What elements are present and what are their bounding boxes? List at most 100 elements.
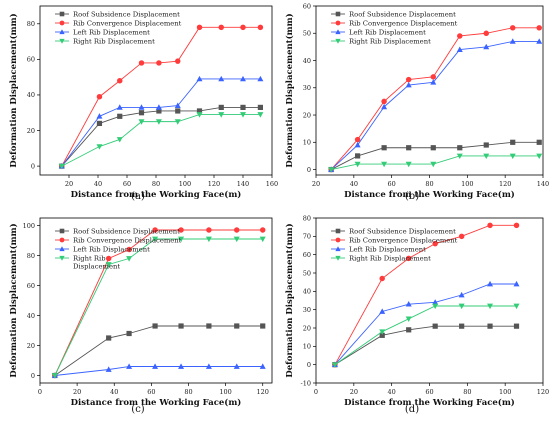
data-point [458, 233, 465, 240]
data-point [509, 38, 516, 44]
data-point [257, 104, 263, 110]
x-tick-label: 40 [110, 388, 118, 396]
data-point [381, 145, 387, 151]
plot-frame [39, 217, 273, 384]
x-tick-label: 80 [463, 388, 471, 396]
legend-marker [59, 29, 65, 35]
data-point [96, 120, 103, 127]
y-tick-label: 40 [27, 91, 35, 99]
panel-label: (b) [405, 191, 419, 202]
x-tick-label: 160 [266, 180, 278, 188]
data-point [405, 76, 412, 83]
series-line-1 [61, 26, 261, 167]
data-point [117, 77, 123, 84]
x-tick-label: 20 [65, 180, 73, 188]
panel-label: (d) [405, 404, 419, 415]
data-point [206, 227, 212, 233]
y-tick-label: 80 [27, 252, 35, 260]
legend-marker [335, 255, 341, 261]
y-tick-label: 10 [303, 139, 311, 147]
x-tick-label: 120 [537, 388, 549, 396]
y-tick-label: 20 [27, 342, 35, 350]
legend-entry: Right Rib Displacement [349, 37, 431, 45]
legend-entry: Left Rib Displacement [349, 28, 426, 36]
data-point [138, 110, 145, 116]
data-point [174, 119, 181, 125]
y-tick-label: 0 [307, 166, 311, 174]
y-tick-label: 40 [303, 57, 311, 65]
data-point [458, 303, 465, 310]
data-point [406, 145, 412, 151]
legend-entry: Left Rib Displacement [73, 28, 150, 36]
data-point [536, 153, 543, 160]
data-point [459, 323, 465, 329]
data-point [105, 255, 112, 262]
data-point [510, 139, 516, 145]
data-point [152, 323, 158, 329]
data-point [218, 75, 225, 82]
data-point [234, 227, 240, 233]
data-point [405, 316, 412, 322]
data-point [257, 112, 264, 118]
data-point [509, 153, 516, 160]
y-tick-label: 50 [303, 269, 311, 277]
legend-entry: Rib Convergence Displacement [73, 236, 182, 244]
data-point [379, 332, 385, 338]
chart-panel-3: 0 20 40 60 80 100 120-1001020304050607080Dista… [284, 214, 549, 415]
data-point [105, 262, 112, 268]
legend-marker [59, 11, 65, 17]
data-point [155, 119, 162, 125]
data-point [58, 163, 65, 170]
series-line-0 [61, 106, 261, 167]
legend-marker [335, 228, 341, 234]
legend-entry: Left Rib Displacement [73, 245, 150, 253]
data-point [354, 141, 361, 148]
data-point [178, 227, 184, 233]
data-point [175, 108, 181, 114]
series-line-0 [54, 325, 263, 376]
data-point [513, 222, 520, 229]
data-point [126, 256, 133, 262]
x-tick-label: 80 [425, 180, 433, 188]
data-point [259, 227, 266, 233]
x-tick-label: 140 [537, 180, 549, 188]
x-tick-label: 40 [350, 180, 358, 188]
data-point [354, 136, 361, 143]
data-point [430, 79, 437, 85]
x-tick-label: 140 [237, 180, 249, 188]
y-tick-label: 100 [23, 222, 35, 230]
y-axis-title: Deformation Displacement(mm) [284, 13, 295, 167]
data-point [458, 291, 465, 298]
data-point [483, 30, 489, 36]
data-point [234, 323, 240, 329]
data-point [240, 112, 246, 118]
data-point [487, 280, 494, 287]
x-axis-title: Distance from the Working Face(m) [71, 397, 242, 408]
legend-marker [335, 38, 341, 44]
y-tick-label: 10 [303, 343, 311, 351]
series-line-2 [61, 78, 261, 167]
data-point [259, 363, 266, 369]
data-point [196, 108, 203, 114]
legend-marker [335, 29, 341, 35]
data-point [381, 98, 387, 105]
data-point [116, 104, 123, 110]
data-point [487, 323, 493, 329]
data-point [178, 236, 185, 243]
data-point [175, 58, 181, 64]
legend-entry: Rib Convergence Displacement [73, 19, 182, 27]
y-tick-label: 60 [303, 2, 311, 10]
data-point [259, 236, 266, 243]
data-point [96, 93, 103, 100]
data-point [233, 363, 240, 369]
series-line-2 [54, 366, 263, 376]
data-point [536, 139, 542, 145]
data-point [536, 38, 543, 44]
data-point [152, 227, 158, 233]
legend-marker [335, 11, 341, 17]
y-tick-label: 40 [27, 312, 35, 320]
data-point [257, 24, 264, 31]
y-tick-label: 0 [31, 372, 35, 380]
